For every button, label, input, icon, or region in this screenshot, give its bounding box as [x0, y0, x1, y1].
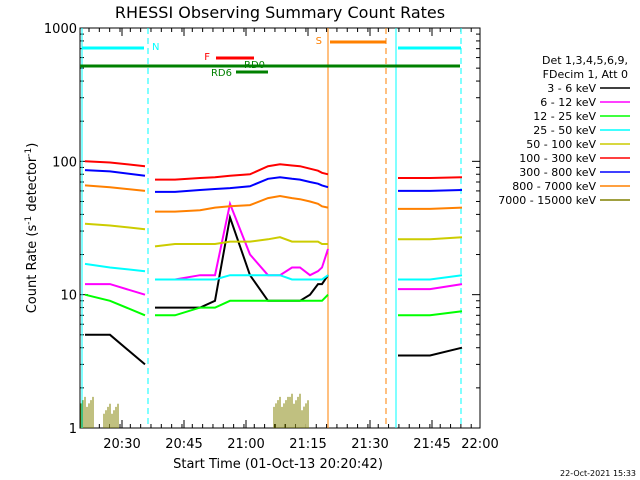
y-tick-label: 100: [52, 155, 77, 170]
marker-label-rd6: RD6: [211, 68, 232, 79]
x-tick-label: 21:30: [351, 437, 388, 452]
x-tick-label: 21:45: [413, 437, 450, 452]
legend-entry-label: 800 - 7000 keV: [512, 180, 596, 193]
legend-entry-label: 12 - 25 keV: [533, 110, 596, 123]
x-tick-label: 21:15: [289, 437, 326, 452]
series-line-6: [84, 169, 463, 193]
marker-label-n: N: [152, 42, 159, 53]
legend-entry-label: 3 - 6 keV: [547, 82, 596, 95]
legend-entry-label: 50 - 100 keV: [526, 138, 596, 151]
y-tick-label: 1: [69, 422, 77, 437]
series-line-4: [84, 222, 463, 248]
legend-entry-label: 100 - 300 keV: [519, 152, 596, 165]
marker-lines: [81, 28, 462, 428]
legend-header-line-2: FDecim 1, Att 0: [543, 68, 628, 81]
legend-entry-label: 300 - 800 keV: [519, 166, 596, 179]
legend-entry-label: 7000 - 15000 keV: [498, 194, 596, 207]
chart-title: RHESSI Observing Summary Count Rates: [115, 3, 445, 22]
generated-timestamp: 22-Oct-2021 15:33: [560, 469, 636, 478]
x-tick-label: 20:45: [165, 437, 202, 452]
series-line-5: [84, 160, 463, 181]
x-tick-label: 22:00: [461, 437, 498, 452]
tick-labels: 1 10 100 1000 20:30 20:45 21:00 21:15 21:30 21:45…: [44, 22, 499, 452]
series-lines: [80, 160, 463, 428]
legend: Det 1,3,4,5,6,9, FDecim 1, Att 0 3 - 6 k…: [498, 54, 630, 207]
marker-label-s: S: [316, 36, 322, 47]
marker-bars: N F RD0 RD6 S: [80, 36, 461, 79]
series-line-2: [84, 293, 463, 317]
y-tick-label: 10: [60, 289, 77, 304]
x-tick-label: 21:00: [227, 437, 264, 452]
x-tick-label: 20:30: [103, 437, 140, 452]
marker-label-rd0: RD0: [244, 60, 265, 71]
legend-header-line-1: Det 1,3,4,5,6,9,: [542, 54, 628, 67]
marker-label-f: F: [204, 52, 210, 63]
series-line-7: [84, 184, 463, 213]
legend-entry-label: 6 - 12 keV: [540, 96, 596, 109]
series-8-bars: [80, 393, 309, 428]
y-tick-label: 1000: [44, 22, 77, 37]
y-axis-label: Count Rate (s-1 detector-1): [24, 143, 40, 314]
x-axis-label: Start Time (01-Oct-13 20:20:42): [173, 457, 383, 472]
series-line-3: [84, 262, 463, 281]
legend-entry-label: 25 - 50 keV: [533, 124, 596, 137]
